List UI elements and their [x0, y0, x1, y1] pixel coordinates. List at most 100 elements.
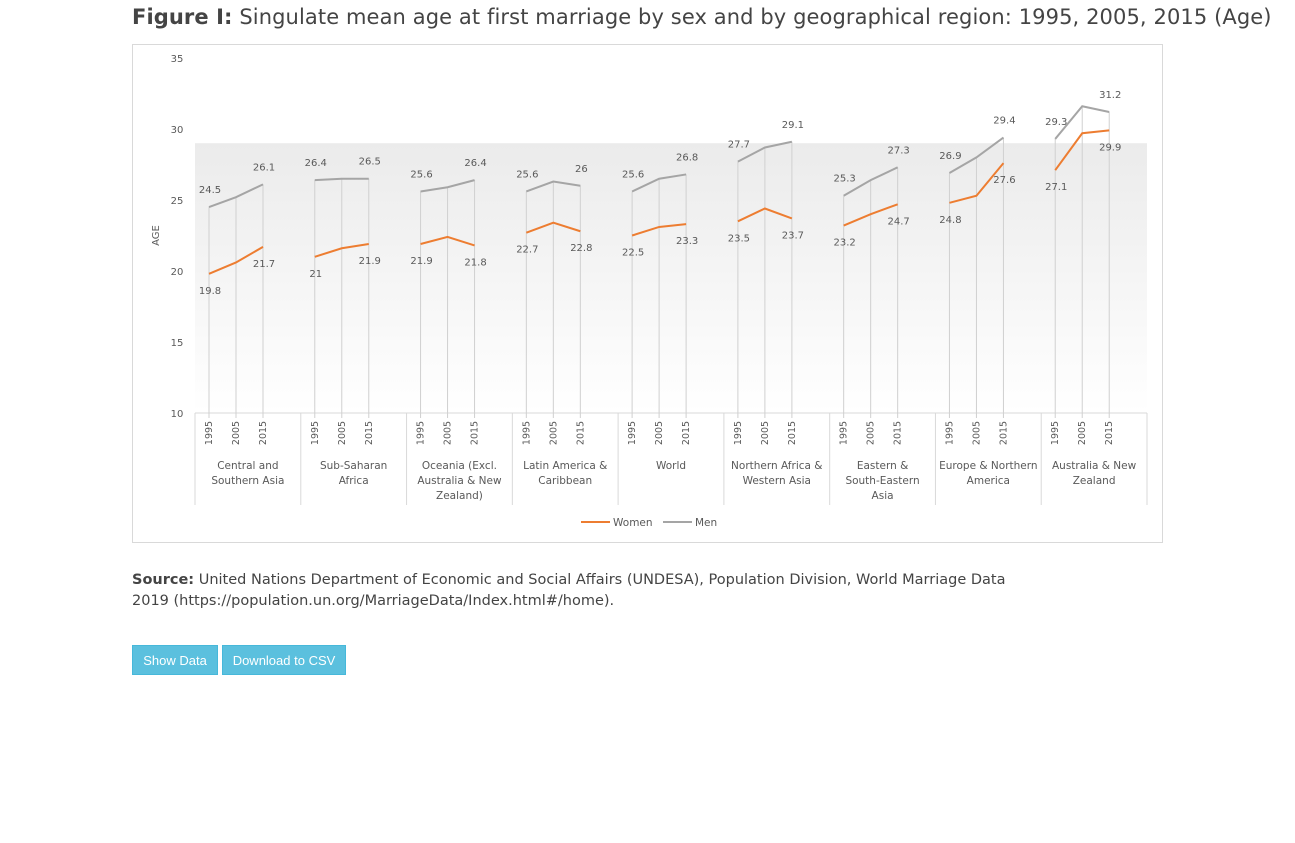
plot-background — [195, 143, 1147, 413]
women-data-label: 22.7 — [516, 245, 538, 256]
x-tick-year: 2015 — [893, 421, 904, 445]
men-series-line — [420, 179, 475, 193]
women-data-label: 23.7 — [782, 230, 804, 241]
group-label: World — [656, 460, 686, 472]
women-data-label: 22.5 — [622, 248, 644, 259]
women-data-label: 21.9 — [359, 256, 381, 267]
y-tick-label: 25 — [171, 196, 184, 207]
women-series-line — [737, 207, 793, 223]
group-label: Central and Southern Asia — [211, 460, 284, 487]
show-data-button[interactable]: Show Data — [132, 645, 218, 675]
group-label: Europe & Northern America — [939, 460, 1037, 487]
women-data-label: 21.9 — [410, 256, 432, 267]
women-series-line — [843, 203, 899, 227]
women-series-line — [208, 245, 264, 275]
x-tick-year: 2005 — [760, 421, 771, 445]
x-tick-year: 1995 — [204, 421, 215, 445]
x-tick-year: 1995 — [944, 421, 955, 445]
source-note: Source: United Nations Department of Eco… — [132, 570, 1032, 612]
x-tick-year: 2015 — [998, 421, 1009, 445]
x-tick-year: 2005 — [866, 421, 877, 445]
y-tick-label: 15 — [171, 338, 184, 349]
men-data-label: 25.3 — [834, 174, 856, 185]
x-tick-year: 2005 — [971, 421, 982, 445]
women-series-line — [949, 162, 1005, 204]
x-tick-year: 2015 — [681, 421, 692, 445]
women-data-label: 19.8 — [199, 286, 221, 297]
women-data-label: 24.8 — [939, 215, 961, 226]
men-data-label: 26 — [575, 164, 588, 175]
download-csv-button[interactable]: Download to CSV — [222, 645, 346, 675]
x-tick-year: 2015 — [364, 421, 375, 445]
men-data-label: 27.7 — [728, 140, 750, 151]
x-tick-year: 2005 — [231, 421, 242, 445]
x-tick-year: 1995 — [310, 421, 321, 445]
women-series-line — [420, 235, 475, 247]
women-data-label: 22.8 — [570, 243, 592, 254]
group-label: Sub-Saharan Africa — [320, 460, 387, 487]
x-tick-year: 2005 — [548, 421, 559, 445]
x-tick-year: 2015 — [575, 421, 586, 445]
x-tick-year: 1995 — [416, 421, 427, 445]
men-data-label: 26.4 — [464, 158, 486, 169]
women-series-line — [525, 221, 581, 234]
y-tick-label: 30 — [171, 125, 184, 136]
women-data-label: 23.2 — [834, 238, 856, 249]
men-data-label: 26.8 — [676, 152, 698, 163]
group-label: Northern Africa & Western Asia — [731, 460, 822, 487]
y-axis-title: AGE — [151, 225, 162, 246]
x-tick-year: 1995 — [839, 421, 850, 445]
x-tick-year: 2005 — [1077, 421, 1088, 445]
women-data-label: 29.9 — [1099, 142, 1121, 153]
y-tick-label: 35 — [171, 54, 184, 65]
figure-label: Figure I: — [132, 5, 233, 29]
men-series-line — [948, 136, 1005, 174]
men-data-label: 31.2 — [1099, 90, 1121, 101]
women-data-label: 21.7 — [253, 259, 275, 270]
chart-container: 10 15 20 25 30 35 AGE 1995 2005 2015 Central and So… — [132, 44, 1163, 543]
x-tick-year: 1995 — [733, 421, 744, 445]
x-tick-year: 1995 — [521, 421, 532, 445]
men-data-label: 29.3 — [1045, 117, 1067, 128]
men-series-line — [525, 180, 581, 193]
x-tick-year: 2005 — [337, 421, 348, 445]
group-label: Oceania (Excl. Australia & New Zealand) — [417, 460, 502, 502]
women-data-label: 27.1 — [1045, 182, 1067, 193]
men-data-label: 27.3 — [888, 145, 910, 156]
figure-title: Figure I: Singulate mean age at first ma… — [132, 5, 1272, 29]
men-series-line — [737, 140, 793, 163]
women-data-label: 21.8 — [464, 257, 486, 268]
men-data-label: 25.6 — [410, 169, 432, 180]
women-data-label: 23.3 — [676, 236, 698, 247]
women-series-line — [1054, 129, 1110, 171]
women-series-line — [631, 223, 687, 237]
women-series-line — [314, 243, 369, 258]
source-text: United Nations Department of Economic an… — [132, 572, 1006, 609]
men-series-line — [1054, 105, 1110, 140]
figure-title-text: Singulate mean age at first marriage by … — [239, 5, 1272, 29]
men-data-label: 26.5 — [359, 157, 381, 168]
group-label: Latin America & Caribbean — [523, 460, 607, 487]
x-tick-year: 2015 — [470, 421, 481, 445]
men-series-line — [208, 183, 264, 209]
men-data-label: 24.5 — [199, 185, 221, 196]
y-tick-label: 10 — [171, 409, 184, 420]
men-series-line — [314, 177, 369, 182]
women-data-label: 24.7 — [888, 216, 910, 227]
x-tick-year: 2015 — [787, 421, 798, 445]
x-tick-year: 2015 — [1104, 421, 1115, 445]
legend-men-label: Men — [695, 517, 717, 529]
x-tick-year: 1995 — [1050, 421, 1061, 445]
women-data-label: 21 — [309, 269, 322, 280]
y-tick-label: 20 — [171, 267, 184, 278]
x-tick-year: 2015 — [258, 421, 269, 445]
source-label: Source: — [132, 572, 195, 588]
men-data-label: 29.4 — [993, 116, 1015, 127]
x-tick-year: 1995 — [627, 421, 638, 445]
women-data-label: 27.6 — [993, 175, 1015, 186]
line-chart: 10 15 20 25 30 35 AGE 1995 2005 2015 Central and So… — [151, 54, 1148, 529]
men-data-label: 26.4 — [305, 158, 327, 169]
men-data-label: 29.1 — [782, 120, 804, 131]
group-label: Eastern & South-Eastern Asia — [845, 460, 919, 502]
x-tick-year: 2005 — [654, 421, 665, 445]
